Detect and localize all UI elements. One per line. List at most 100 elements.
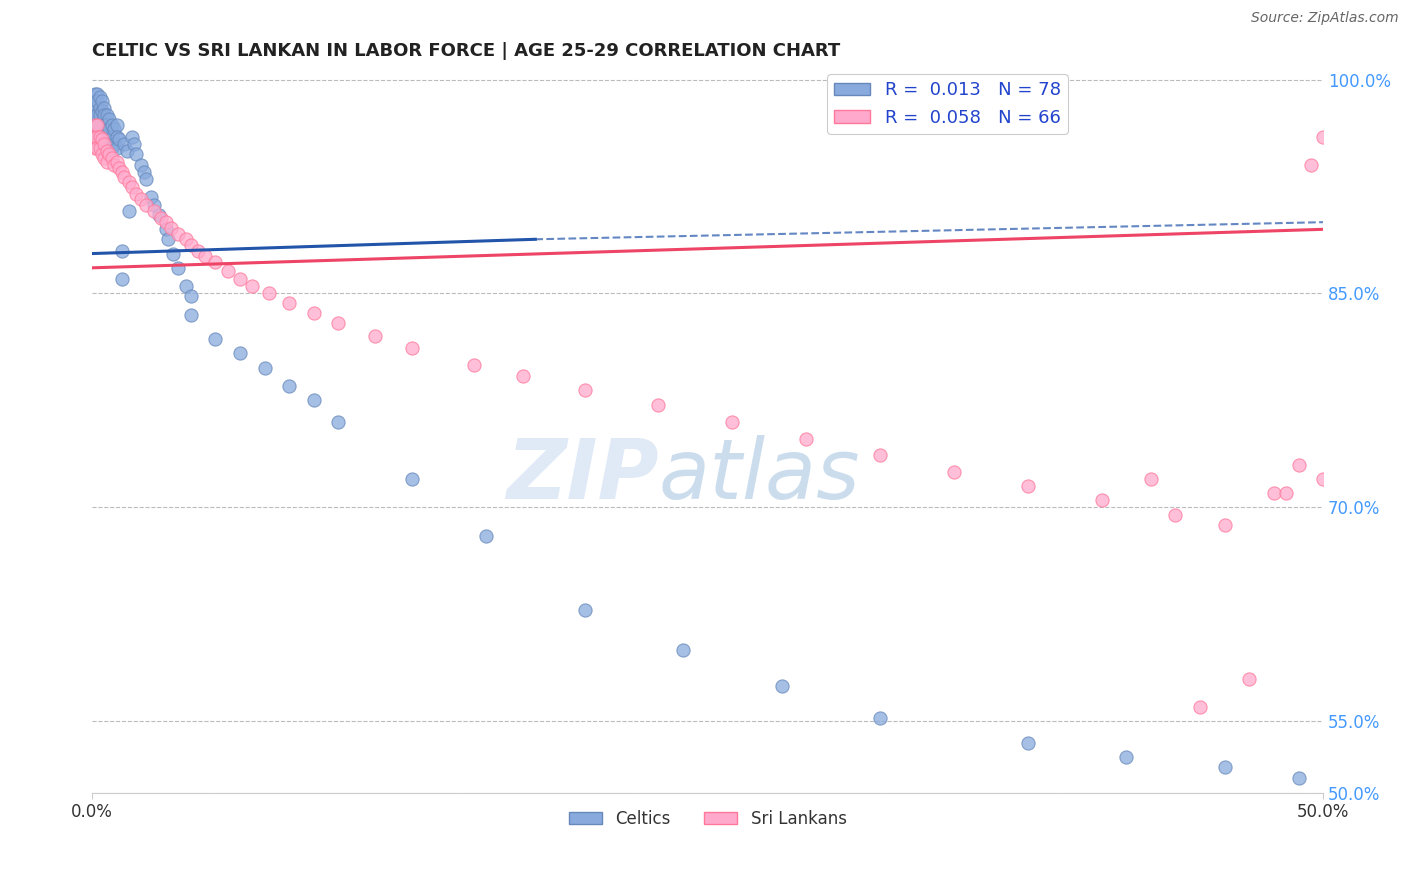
Point: [86, 141, 108, 155]
Legend: Celtics, Sri Lankans: Celtics, Sri Lankans: [562, 804, 853, 835]
Point: [574, 384, 596, 398]
Point: [180, 289, 202, 303]
Point: [180, 238, 202, 252]
Point: [93, 101, 115, 115]
Point: [869, 711, 891, 725]
Text: CELTIC VS SRI LANKAN IN LABOR FORCE | AGE 25-29 CORRELATION CHART: CELTIC VS SRI LANKAN IN LABOR FORCE | AG…: [93, 42, 841, 60]
Point: [125, 186, 148, 201]
Point: [150, 211, 173, 225]
Point: [83, 101, 105, 115]
Point: [132, 165, 155, 179]
Point: [108, 132, 131, 146]
Point: [302, 393, 325, 408]
Point: [135, 172, 157, 186]
Point: [1017, 479, 1039, 493]
Point: [96, 118, 118, 132]
Point: [103, 136, 125, 151]
Point: [91, 127, 114, 141]
Point: [148, 208, 170, 222]
Point: [105, 141, 128, 155]
Point: [122, 136, 145, 151]
Point: [180, 308, 202, 322]
Point: [103, 158, 125, 172]
Point: [217, 263, 239, 277]
Point: [1139, 472, 1161, 486]
Point: [401, 341, 423, 355]
Point: [512, 369, 534, 384]
Point: [83, 108, 105, 122]
Point: [401, 472, 423, 486]
Point: [1275, 486, 1298, 500]
Point: [91, 94, 114, 108]
Point: [1263, 486, 1285, 500]
Point: [118, 175, 141, 189]
Point: [1299, 158, 1322, 172]
Point: [942, 465, 965, 479]
Point: [93, 141, 115, 155]
Point: [155, 215, 177, 229]
Point: [98, 122, 121, 136]
Point: [364, 329, 387, 343]
Point: [167, 227, 190, 241]
Point: [112, 169, 135, 184]
Point: [93, 108, 115, 122]
Point: [770, 679, 793, 693]
Point: [229, 346, 252, 360]
Point: [86, 94, 108, 108]
Point: [302, 306, 325, 320]
Point: [672, 643, 695, 657]
Point: [647, 398, 669, 412]
Point: [83, 94, 105, 108]
Point: [83, 87, 105, 101]
Point: [101, 129, 124, 144]
Point: [98, 112, 121, 127]
Point: [167, 260, 190, 275]
Point: [794, 432, 817, 446]
Text: ZIP: ZIP: [506, 435, 658, 516]
Point: [1239, 672, 1261, 686]
Point: [328, 415, 350, 429]
Point: [86, 118, 108, 132]
Point: [174, 232, 197, 246]
Point: [111, 272, 134, 286]
Point: [96, 144, 118, 158]
Point: [101, 151, 124, 165]
Point: [86, 108, 108, 122]
Point: [101, 118, 124, 132]
Point: [142, 198, 165, 212]
Point: [89, 136, 111, 151]
Point: [105, 118, 128, 132]
Point: [162, 246, 184, 260]
Point: [721, 415, 744, 429]
Point: [1288, 458, 1310, 472]
Point: [86, 87, 108, 101]
Point: [475, 529, 498, 543]
Text: atlas: atlas: [658, 435, 860, 516]
Point: [112, 136, 135, 151]
Point: [141, 189, 163, 203]
Point: [131, 158, 153, 172]
Point: [111, 165, 134, 179]
Point: [1189, 700, 1212, 714]
Point: [463, 358, 485, 372]
Point: [86, 129, 108, 144]
Point: [93, 136, 115, 151]
Point: [105, 155, 128, 169]
Point: [89, 89, 111, 103]
Point: [328, 317, 350, 331]
Point: [278, 379, 301, 393]
Point: [1164, 508, 1187, 522]
Point: [111, 244, 134, 258]
Point: [105, 129, 128, 144]
Point: [1213, 517, 1236, 532]
Point: [83, 118, 105, 132]
Point: [86, 118, 108, 132]
Point: [89, 129, 111, 144]
Point: [204, 255, 226, 269]
Point: [174, 279, 197, 293]
Point: [187, 244, 209, 258]
Point: [93, 118, 115, 132]
Point: [574, 603, 596, 617]
Point: [89, 141, 111, 155]
Point: [89, 101, 111, 115]
